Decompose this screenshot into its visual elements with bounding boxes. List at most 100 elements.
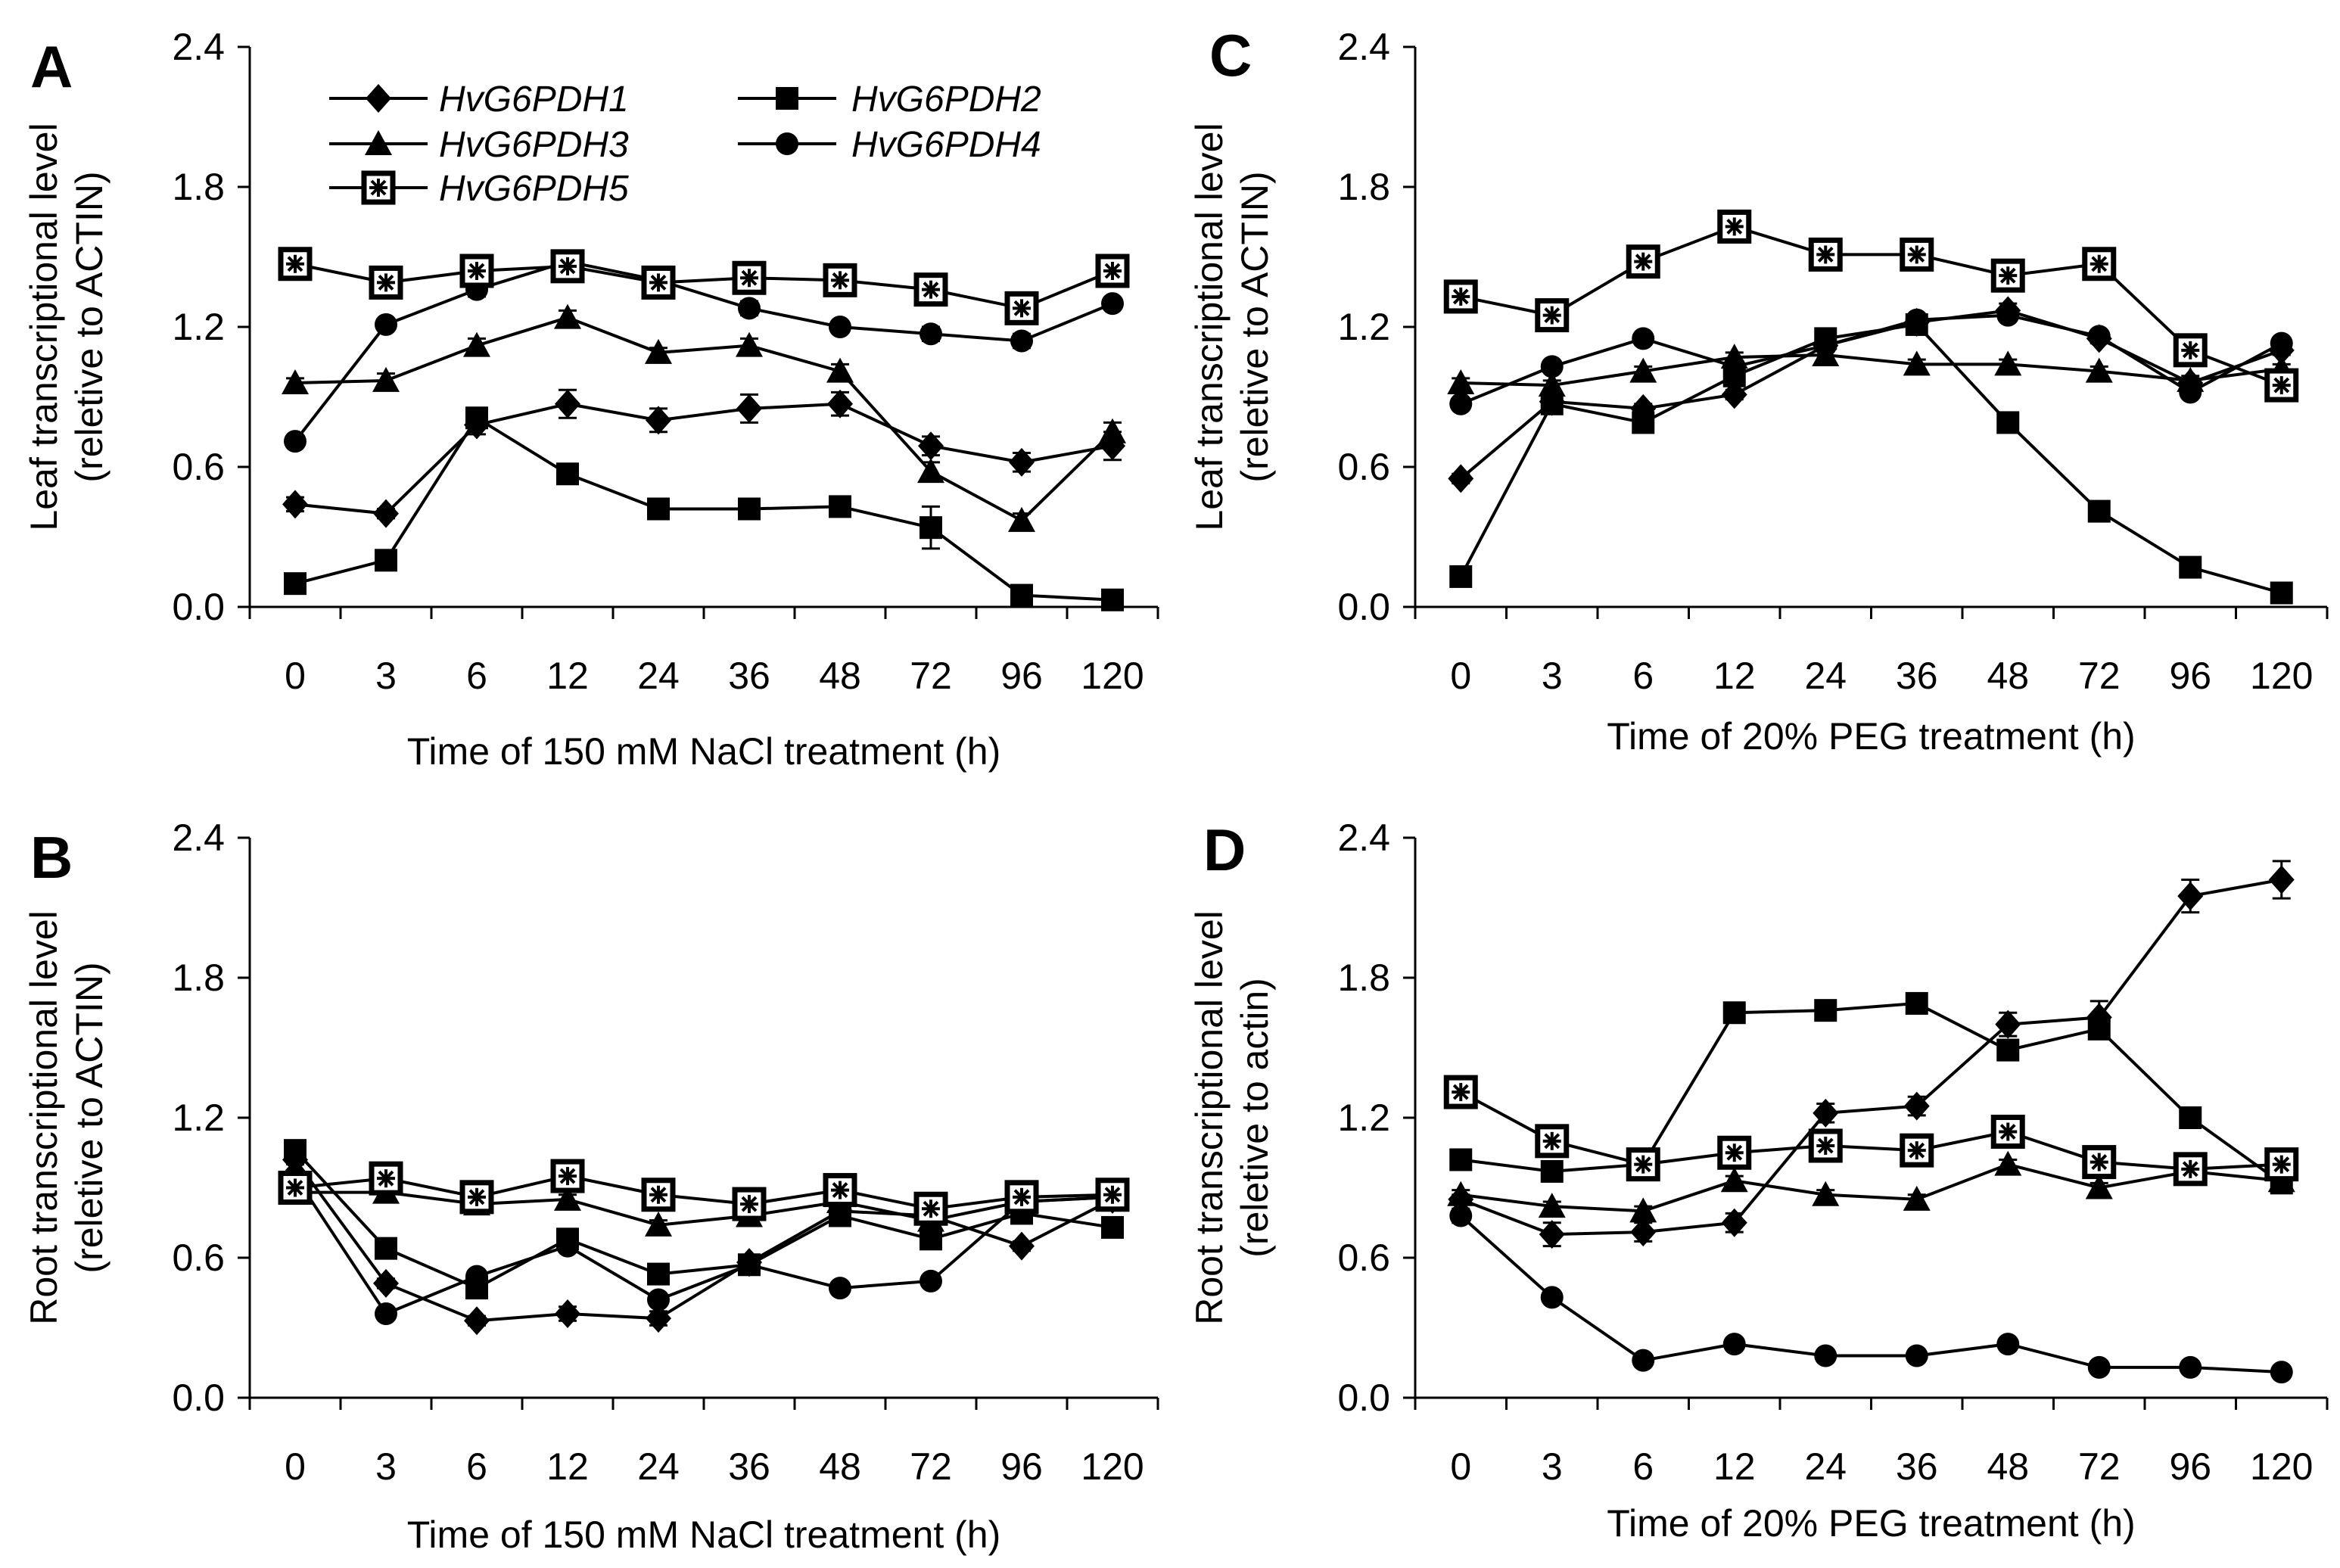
x-tick-label: 3: [375, 1445, 397, 1488]
data-point: [2264, 368, 2299, 403]
series-HvG6PDH4: [284, 1165, 1124, 1325]
series-line: [1460, 225, 2282, 387]
series-HvG6PDH4: [1449, 1204, 2293, 1384]
series-HvG6PDH2: [284, 406, 1124, 611]
data-point: [2087, 325, 2111, 348]
data-point: [465, 406, 488, 430]
x-tick-label: 6: [466, 655, 487, 697]
x-tick-label: 12: [546, 1445, 589, 1488]
y-axis-label-line-1: Root transcriptional level: [1188, 910, 1231, 1325]
legend-item-HvG6PDH2: HvG6PDH2: [738, 79, 1041, 120]
data-point: [641, 265, 676, 300]
data-point: [645, 1211, 672, 1237]
series-line: [294, 1149, 1113, 1290]
y-tick-label: 2.4: [1337, 817, 1390, 859]
x-tick-label: 120: [2250, 1445, 2313, 1488]
data-point: [647, 1288, 670, 1311]
data-point: [1101, 588, 1124, 611]
x-axis-label: Time of 150 mM NaCl treatment (h): [407, 1514, 1000, 1556]
legend-marker: [776, 132, 798, 155]
series-HvG6PDH3: [282, 1178, 1126, 1237]
y-tick-label: 1.2: [172, 1097, 225, 1139]
y-tick-label: 0.0: [1337, 586, 1390, 628]
data-point: [2082, 1145, 2117, 1180]
series-HvG6PDH3: [282, 303, 1126, 532]
y-tick-label: 2.4: [172, 817, 225, 859]
legend-marker: [776, 87, 798, 110]
x-tick-label: 6: [1632, 1445, 1654, 1488]
data-point: [369, 265, 403, 300]
data-point: [1535, 298, 1570, 333]
series-HvG6PDH1: [1448, 860, 2295, 1249]
data-point: [920, 322, 942, 346]
data-point: [1905, 308, 1928, 331]
y-axis-label-line-2: (reletive to actin): [1234, 978, 1276, 1258]
data-point: [1630, 1218, 1657, 1247]
data-point: [2270, 581, 2293, 605]
data-point: [554, 1185, 581, 1211]
x-tick-label: 96: [2169, 1445, 2211, 1488]
x-tick-label: 0: [1450, 655, 1471, 697]
series-line: [1460, 313, 2282, 406]
data-point: [829, 495, 851, 518]
x-axis-label: Time of 20% PEG treatment (h): [1607, 1502, 2135, 1545]
data-point: [1004, 291, 1039, 325]
x-tick-label: 36: [728, 655, 770, 697]
data-point: [2179, 1106, 2202, 1129]
y-tick-label: 0.6: [1337, 1237, 1390, 1279]
series-line: [1460, 1090, 2282, 1171]
series-line: [294, 260, 1113, 443]
x-axis-label: Time of 20% PEG treatment (h): [1607, 715, 2135, 758]
data-point: [369, 1161, 403, 1196]
data-point: [1632, 411, 1655, 434]
data-point: [1448, 464, 1474, 493]
data-point: [918, 431, 944, 461]
data-point: [463, 331, 490, 357]
series-HvG6PDH4: [1449, 303, 2293, 415]
series-HvG6PDH5: [278, 1159, 1130, 1226]
data-point: [1632, 327, 1655, 350]
x-tick-label: 48: [819, 1445, 861, 1488]
data-point: [1996, 411, 2020, 434]
series-HvG6PDH5: [1443, 1075, 2299, 1187]
series-HvG6PDH5: [278, 247, 1130, 325]
data-point: [1903, 1185, 1931, 1211]
data-point: [1539, 1220, 1565, 1249]
data-point: [1722, 1001, 1746, 1025]
y-tick-label: 0.0: [172, 586, 225, 628]
x-tick-label: 12: [1713, 1445, 1756, 1488]
y-tick-label: 1.2: [1337, 306, 1390, 348]
data-point: [373, 1268, 399, 1298]
y-tick-label: 0.6: [172, 1237, 225, 1279]
data-point: [738, 1253, 761, 1277]
x-tick-label: 48: [1987, 655, 2029, 697]
data-point: [1814, 999, 1837, 1022]
data-point: [2177, 882, 2204, 911]
data-point: [1626, 244, 1660, 279]
data-point: [1903, 350, 1931, 376]
x-tick-label: 0: [285, 655, 306, 697]
legend: HvG6PDH1 HvG6PDH2 HvG6PDH3 HvG6PDH4 HvG6PDH5: [329, 79, 1041, 209]
data-point: [555, 1299, 580, 1328]
data-point: [1994, 1150, 2022, 1176]
data-point: [641, 1178, 676, 1212]
series-line: [1460, 1001, 2282, 1184]
data-point: [823, 263, 857, 297]
data-point: [375, 549, 397, 572]
data-point: [1626, 1147, 1660, 1182]
data-point: [1722, 355, 1746, 378]
data-point: [1540, 1286, 1564, 1309]
data-point: [2179, 555, 2202, 579]
series-line: [295, 1190, 1113, 1227]
data-point: [1996, 1038, 2020, 1062]
data-point: [826, 357, 854, 383]
data-point: [1808, 237, 1843, 272]
series-line: [1460, 1162, 2282, 1213]
data-point: [554, 303, 581, 329]
data-point: [1629, 1197, 1657, 1223]
y-tick-label: 0.6: [1337, 446, 1390, 488]
